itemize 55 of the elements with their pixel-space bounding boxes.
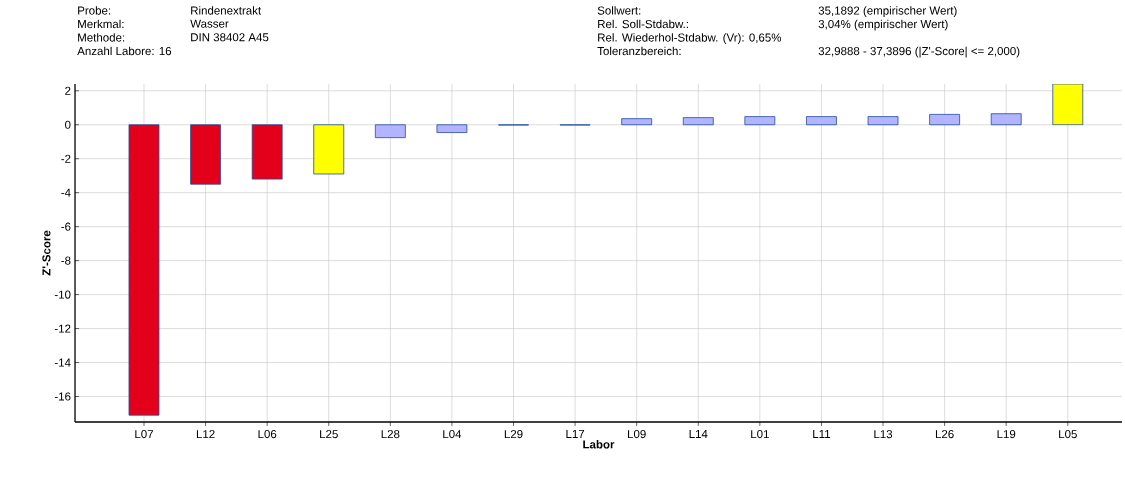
text: Wasser (190, 19, 229, 28)
x-tick-label: L07 (135, 430, 153, 439)
x-tick-label: L13 (874, 430, 893, 439)
x-tick-label: L29 (504, 430, 523, 439)
x-tick-label: L01 (751, 430, 769, 439)
text: Probe: (78, 6, 111, 15)
bar (128, 124, 160, 416)
bar (436, 124, 468, 133)
bar (806, 116, 837, 126)
x-tick-label: L04 (443, 430, 462, 439)
x-tick-label: L26 (935, 430, 954, 439)
x-tick-label: L12 (196, 430, 215, 439)
y-tick-label: -2 (61, 154, 71, 163)
x-axis-title: Labor (583, 440, 615, 449)
x-tick-label: L17 (566, 430, 585, 438)
text: Rel. Wiederhol-Stdabw. (Vr): 0,65% (598, 33, 782, 44)
y-tick-label: 0 (65, 120, 71, 129)
y-tick-label: -16 (54, 392, 71, 401)
text: DIN 38402 A45 (191, 33, 269, 42)
text: Rel. Soll-Stdabw.: (598, 19, 688, 29)
text: Anzahl Labore: 16 (77, 46, 172, 56)
y-tick-label: -10 (54, 290, 71, 299)
x-tick-label: L09 (628, 430, 646, 439)
y-tick-label: -4 (61, 188, 71, 197)
bar (744, 116, 776, 126)
y-tick-label: -6 (61, 222, 71, 231)
bar (929, 114, 961, 126)
text: 35,1892 (empirischer Wert) (818, 6, 957, 17)
y-axis-title: Z'-Score (42, 230, 51, 276)
bar (190, 124, 221, 185)
bar (990, 113, 1022, 126)
bar (867, 116, 899, 126)
bar (621, 118, 653, 126)
y-tick-label: -14 (54, 358, 71, 367)
y-tick-label: -8 (61, 256, 71, 265)
text: Rindenextrakt (191, 6, 262, 15)
x-tick-label: L05 (1059, 430, 1077, 439)
x-tick-label: L14 (689, 430, 708, 438)
text: Methode: (78, 33, 125, 42)
x-tick-label: L28 (381, 430, 400, 439)
text: 3,04% (empirischer Wert) (818, 19, 948, 31)
bar (313, 124, 345, 175)
text: Sollwert: (597, 6, 641, 15)
bar (374, 124, 406, 139)
text: 32,9888 - 37,3896 (|Z'-Score| <= 2,000) (818, 46, 1020, 58)
y-tick-label: 2 (65, 86, 71, 95)
text: Merkmal: (78, 19, 124, 29)
text: Toleranzbereich: (597, 46, 681, 56)
y-tick-label: -12 (54, 324, 71, 333)
x-tick-label: L11 (813, 430, 831, 438)
x-tick-label: L25 (320, 430, 338, 439)
bar (251, 124, 283, 180)
x-tick-label: L19 (997, 430, 1016, 439)
bar (682, 117, 714, 126)
x-tick-label: L06 (258, 430, 277, 439)
